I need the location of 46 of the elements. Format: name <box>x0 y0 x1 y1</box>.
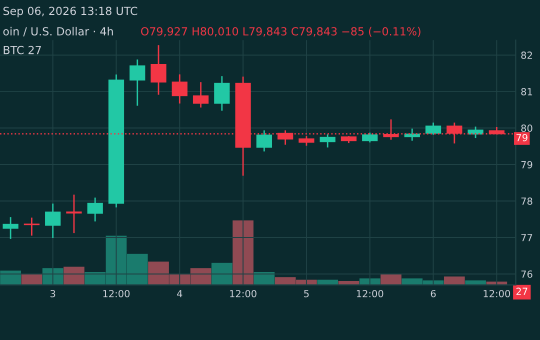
bar <box>359 278 380 285</box>
bar <box>0 270 21 285</box>
y-tick-label: 76 <box>521 270 532 278</box>
candlestick <box>192 82 209 108</box>
candlestick <box>66 194 82 234</box>
y-tick-label: 82 <box>521 52 532 59</box>
bar <box>232 220 254 285</box>
bar <box>444 276 465 285</box>
candlestick <box>468 126 484 138</box>
y-tick-label: 79 <box>521 161 532 168</box>
bar <box>21 274 42 285</box>
chart-title: Sep 06, 2026 13:18 UTC <box>3 6 138 18</box>
candlestick <box>214 76 230 111</box>
chart-subtitle: oin / U.S. Dollar · 4h <box>3 26 113 36</box>
bar <box>465 280 486 285</box>
candlestick <box>425 122 442 135</box>
x-tick-label: 5 <box>304 290 309 298</box>
candlestick <box>320 134 336 148</box>
bar <box>64 266 84 285</box>
x-tick-label: 3 <box>50 290 56 298</box>
annotation: 79 <box>516 134 528 142</box>
y-tick-label: 81 <box>521 88 532 96</box>
x-tick-label: 12:00 <box>230 290 256 298</box>
bar <box>380 274 402 285</box>
x-tick-label: 12:00 <box>484 290 510 298</box>
candlestick <box>45 204 61 238</box>
x-tick-label: 12:00 <box>356 290 384 298</box>
y-tick-label: 80 <box>521 124 532 132</box>
candlestick <box>87 198 103 222</box>
y-tick-label: 78 <box>521 197 532 205</box>
bar <box>212 262 232 285</box>
bar <box>338 280 360 285</box>
annotation: BTC 27 <box>4 46 41 54</box>
bar <box>317 280 338 285</box>
x-tick-label: 4 <box>177 290 182 298</box>
y-tick-label: 77 <box>521 234 532 242</box>
candlestick <box>2 217 18 239</box>
text: O79,927 H80,010 L79,843 C79,843 −85 (−0.11%) <box>141 26 420 37</box>
candlestick <box>256 130 272 152</box>
candlestick <box>150 45 166 95</box>
text: 27 <box>516 288 528 295</box>
candlestick <box>130 59 146 106</box>
candlestick <box>24 218 40 236</box>
x-tick-label: 6 <box>430 290 436 298</box>
candlestick <box>172 74 188 104</box>
x-tick-label: 12:00 <box>103 290 130 298</box>
